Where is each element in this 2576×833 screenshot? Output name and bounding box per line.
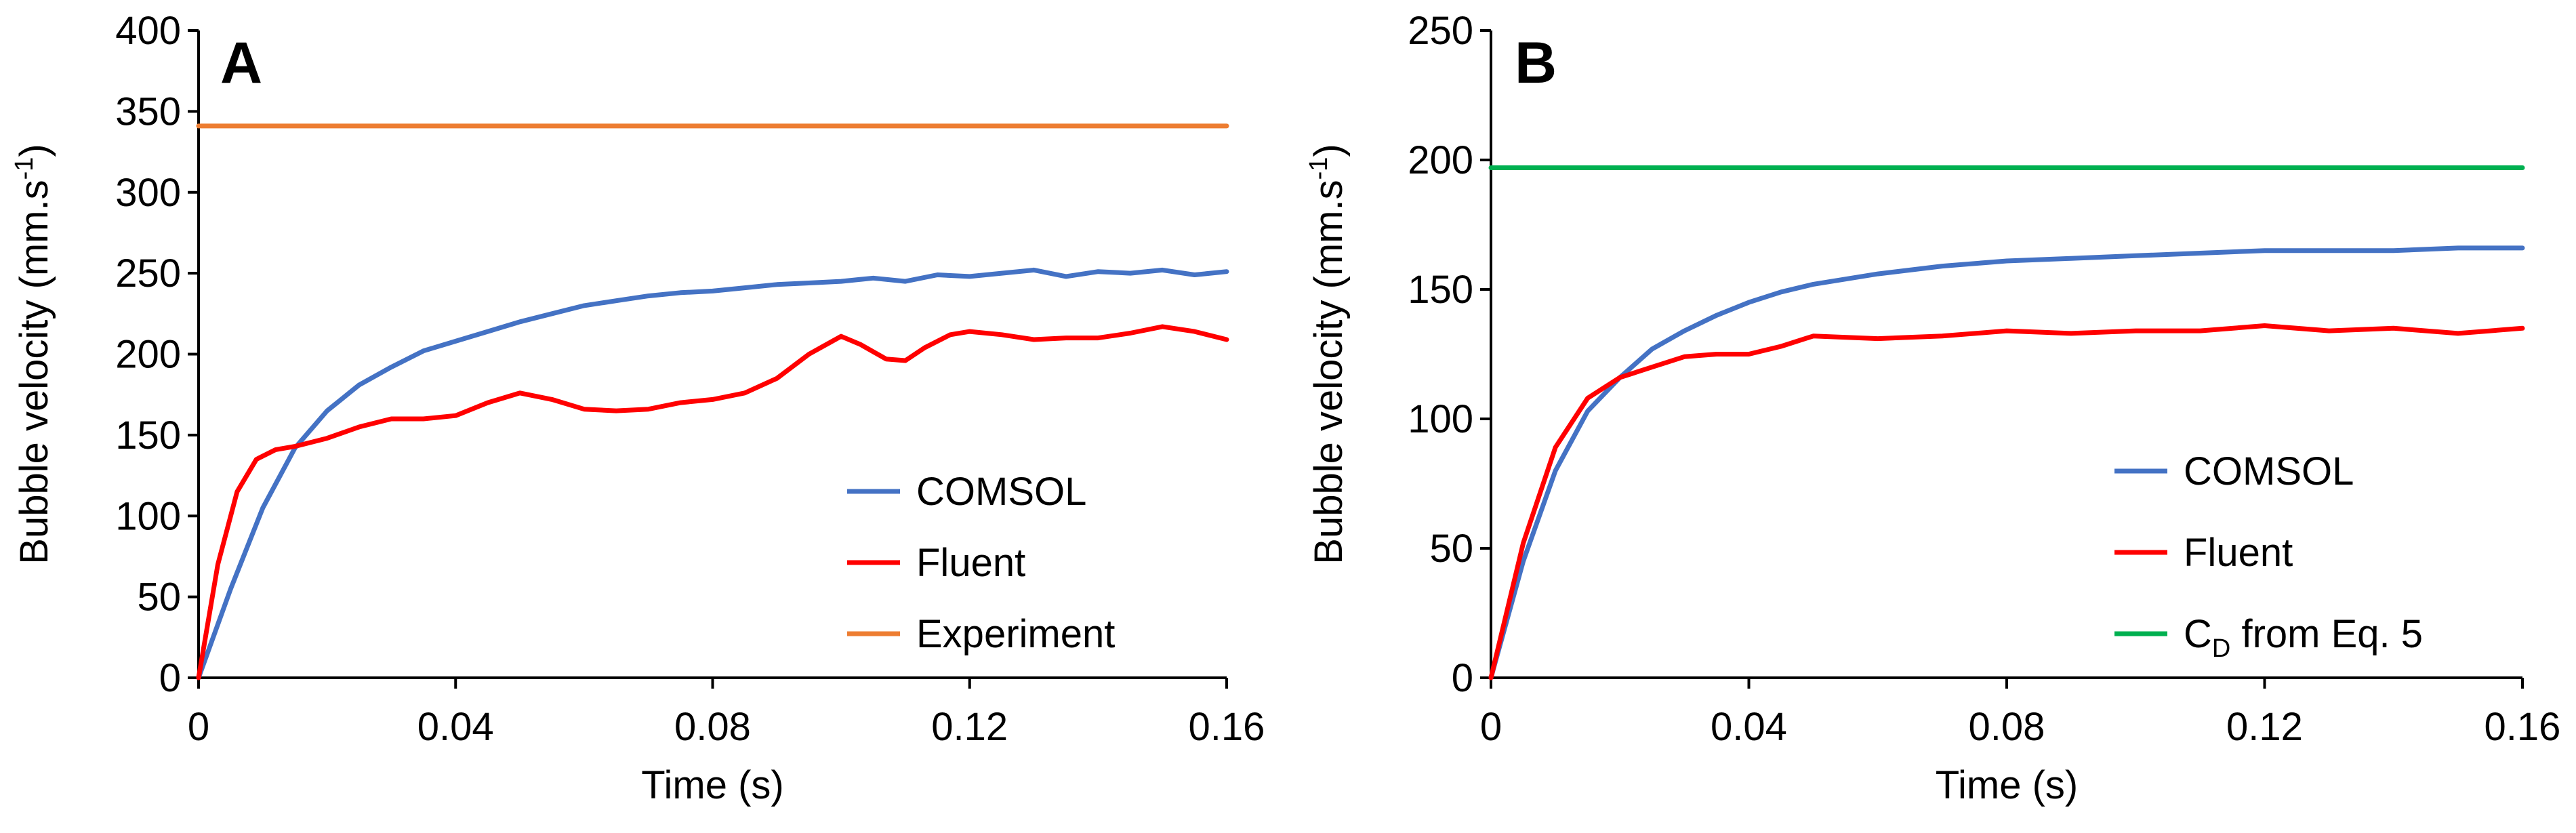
y-tick-label: 300 [115, 171, 181, 215]
y-tick-label: 350 [115, 89, 181, 134]
y-axis-title: Bubble velocity (mm.s-1) [1305, 144, 1351, 564]
x-tick-label: 0.08 [674, 705, 751, 749]
series-line-comsol [1488, 245, 2525, 680]
x-tick-label: 0.08 [1969, 705, 2045, 749]
legend-label: Fluent [916, 541, 1025, 585]
y-tick-label: 400 [115, 9, 181, 53]
x-tick-label: 0 [188, 705, 209, 749]
y-axis-title: Bubble velocity (mm.s-1) [10, 144, 56, 564]
y-tick-label: 250 [1408, 9, 1473, 53]
panel-label: A [220, 31, 262, 96]
legend-label: COMSOL [2184, 449, 2354, 493]
y-tick-label: 100 [115, 494, 181, 538]
panel-b: 0 50 100 150 200 250 0 0.04 0.08 0.12 0.16 Time (s)… [1305, 9, 2560, 807]
legend-label: CD from Eq. 5 [2184, 612, 2423, 663]
series-line-fluent [196, 324, 1229, 680]
y-tick-label: 250 [115, 251, 181, 296]
panel-label: B [1515, 31, 1557, 96]
y-tick-label: 200 [115, 333, 181, 377]
y-tick-label: 150 [1408, 268, 1473, 312]
y-tick-label: 100 [1408, 397, 1473, 441]
x-axis-title: Time (s) [641, 763, 783, 807]
legend-label: Experiment [916, 612, 1115, 656]
x-axis-title: Time (s) [1936, 763, 2078, 807]
panel-a: 0 50 100 150 200 250 300 350 400 0 0.04 0.08 0.12 0.1… [10, 9, 1265, 807]
series-line-fluent [1488, 323, 2525, 680]
x-tick-label: 0.16 [2485, 705, 2561, 749]
y-tick-label: 150 [115, 413, 181, 458]
x-tick-label: 0 [1480, 705, 1502, 749]
y-tick-label: 0 [1452, 656, 1473, 700]
x-tick-label: 0.04 [417, 705, 494, 749]
series-line-comsol [196, 267, 1229, 680]
x-tick-label: 0.12 [2226, 705, 2303, 749]
y-tick-label: 0 [159, 656, 181, 700]
y-tick-label: 50 [137, 575, 181, 619]
x-tick-label: 0.16 [1189, 705, 1265, 749]
x-tick-label: 0.12 [931, 705, 1008, 749]
legend-label: COMSOL [916, 470, 1086, 514]
x-tick-label: 0.04 [1711, 705, 1787, 749]
y-tick-label: 50 [1429, 527, 1473, 571]
y-tick-label: 200 [1408, 138, 1473, 182]
legend-label: Fluent [2184, 531, 2293, 575]
